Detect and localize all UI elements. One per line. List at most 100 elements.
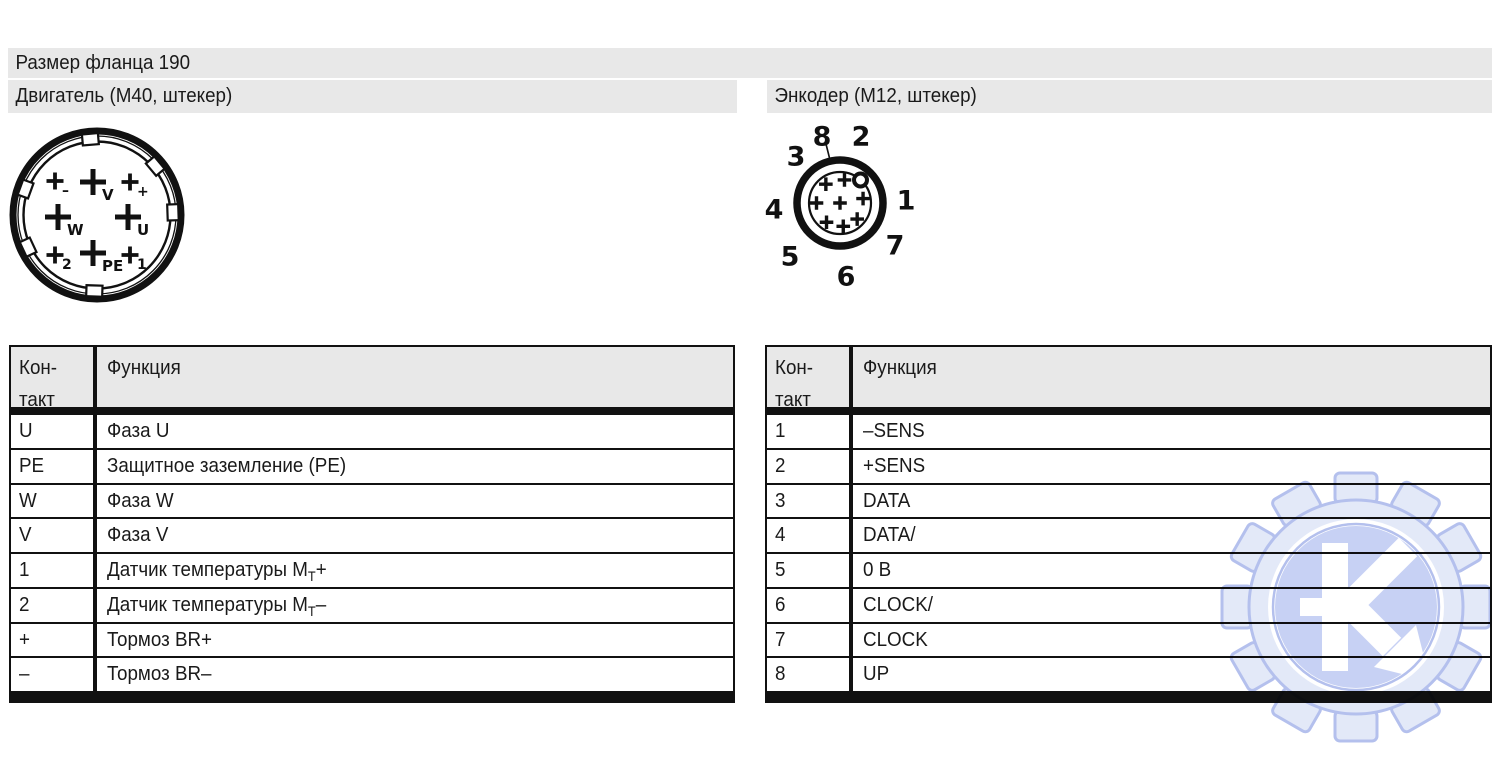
- motor-connector-icon: – V + W U 2 PE 1: [9, 127, 185, 303]
- table-row: U Фаза U: [11, 415, 733, 450]
- function-cell: Датчик температуры MT–: [107, 593, 327, 619]
- function-column-header: Функция: [863, 357, 937, 379]
- bayonet-notch: [85, 284, 104, 298]
- contact-cell: W: [11, 484, 97, 518]
- contact-cell: 6: [767, 588, 853, 622]
- function-cell: Фаза U: [107, 420, 170, 442]
- encoder-pins: [809, 173, 870, 234]
- pin-cross-icon: [809, 196, 824, 210]
- header-separator: [11, 407, 733, 415]
- pin-cross-icon: [46, 172, 64, 190]
- encoder-table-body: 1 –SENS 2 +SENS 3 DATA 4 DATA/5 0 В 6 CLOCK/7 CLOCK…: [767, 415, 1490, 691]
- function-cell: Фаза V: [107, 524, 169, 547]
- pin-cross-icon: [80, 240, 106, 266]
- table-row: W Фаза W: [11, 484, 733, 520]
- contact-cell: U: [11, 415, 97, 448]
- function-cell: Датчик температуры MT+: [107, 559, 327, 584]
- contact-cell: +: [11, 623, 97, 657]
- function-cell: Фаза W: [107, 489, 174, 512]
- table-row: 2 +SENS: [767, 449, 1490, 485]
- pin-cross-icon: [836, 219, 851, 234]
- contact-cell: 2: [11, 588, 97, 622]
- motor-pin-label: –: [62, 183, 69, 199]
- table-header: Кон- такт Функция: [11, 347, 733, 411]
- encoder-pin-number: 8: [813, 122, 832, 153]
- table-row: 5 0 В: [767, 554, 1490, 589]
- table-row: 1 Датчик температуры MT+: [11, 554, 733, 589]
- pin-cross-icon: [819, 215, 834, 230]
- encoder-connector-icon: 8 2 3 1 4 7 5 6: [765, 122, 916, 293]
- header-separator: [767, 407, 1490, 415]
- table-row: 8 UP: [767, 658, 1490, 691]
- pin-cross-icon: [837, 173, 852, 187]
- contact-cell: 5: [767, 554, 853, 587]
- pin-cross-icon: [46, 246, 64, 264]
- motor-section-title-band: Двигатель (М40, штекер): [8, 80, 737, 113]
- pin-cross-icon: [819, 177, 833, 192]
- pin-cross-icon: [121, 246, 139, 264]
- table-row: 4 DATA/: [767, 519, 1490, 554]
- function-cell: DATA: [863, 489, 911, 512]
- contact-cell: 1: [11, 554, 97, 587]
- motor-connector-diagram: – V + W U 2 PE 1: [8, 126, 188, 306]
- encoder-pin-number: 4: [765, 195, 784, 226]
- function-cell: 0 В: [863, 559, 892, 581]
- contact-cell: 1: [767, 415, 853, 448]
- encoder-pin-number: 2: [852, 122, 871, 153]
- contact-cell: V: [11, 519, 97, 552]
- encoder-section-title-band: Энкодер (М12, штекер): [767, 80, 1492, 113]
- table-bottom-border: [767, 691, 1490, 703]
- motor-pin-label: +: [137, 184, 149, 200]
- flange-size-label: Размер фланца 190: [15, 51, 191, 74]
- contact-column-header: Кон- такт: [11, 347, 97, 411]
- encoder-pin-labels: 8 2 3 1 4 7 5 6: [765, 122, 916, 293]
- contact-cell: 3: [767, 484, 853, 518]
- motor-pin-label: V: [102, 186, 114, 204]
- pin-cross-icon: [850, 212, 864, 226]
- contact-cell: 7: [767, 623, 853, 657]
- function-cell: CLOCK/: [863, 593, 934, 616]
- bayonet-notch: [144, 154, 167, 178]
- function-cell: DATA/: [863, 524, 916, 547]
- motor-pin-label: PE: [102, 257, 123, 275]
- function-cell: UP: [863, 663, 890, 686]
- bayonet-notch: [80, 131, 101, 147]
- keyway-notch: [852, 171, 869, 189]
- motor-pins: – V + W U 2 PE 1: [45, 169, 149, 275]
- function-cell: Тормоз BR–: [107, 663, 212, 686]
- table-row: V Фаза V: [11, 519, 733, 554]
- function-cell: +SENS: [863, 454, 926, 477]
- table-row: – Тормоз BR–: [11, 658, 733, 691]
- encoder-pin-number: 7: [886, 231, 905, 262]
- gear-tooth: [1333, 709, 1379, 743]
- flange-size-band: Размер фланца 190: [8, 48, 1492, 78]
- encoder-pinout-table: Кон- такт Функция 1 –SENS 2 +SENS 3 DATA 4 DATA…: [765, 345, 1492, 703]
- pin-cross-icon: [115, 204, 141, 230]
- table-row: 2 Датчик температуры MT–: [11, 588, 733, 624]
- pin-cross-icon: [833, 196, 847, 210]
- table-row: + Тормоз BR+: [11, 623, 733, 659]
- pin-cross-icon: [856, 191, 870, 206]
- motor-pin-label: 2: [62, 257, 72, 273]
- table-row: 7 CLOCK: [767, 623, 1490, 659]
- table-row: 3 DATA: [767, 484, 1490, 520]
- motor-pin-label: W: [67, 221, 84, 239]
- bayonet-notch: [16, 178, 35, 200]
- function-column-header: Функция: [107, 357, 181, 379]
- motor-pinout-table: Кон- такт Функция U Фаза U PE Защитное зазе…: [9, 345, 735, 703]
- motor-table-body: U Фаза U PE Защитное заземление (PE) W Фаза W…: [11, 415, 733, 691]
- contact-cell: 4: [767, 519, 853, 552]
- bayonet-notch: [166, 203, 180, 222]
- bayonet-notches: [16, 131, 180, 298]
- table-header: Кон- такт Функция: [767, 347, 1490, 411]
- contact-cell: 8: [767, 658, 853, 691]
- contact-cell: 2: [767, 449, 853, 483]
- function-cell: –SENS: [863, 420, 925, 442]
- table-bottom-border: [11, 691, 733, 703]
- encoder-pin-number: 6: [837, 262, 856, 293]
- function-cell: Защитное заземление (PE): [107, 454, 347, 477]
- motor-pin-label: U: [137, 221, 149, 239]
- encoder-pin-number: 1: [897, 186, 916, 217]
- pin-cross-icon: [80, 169, 106, 195]
